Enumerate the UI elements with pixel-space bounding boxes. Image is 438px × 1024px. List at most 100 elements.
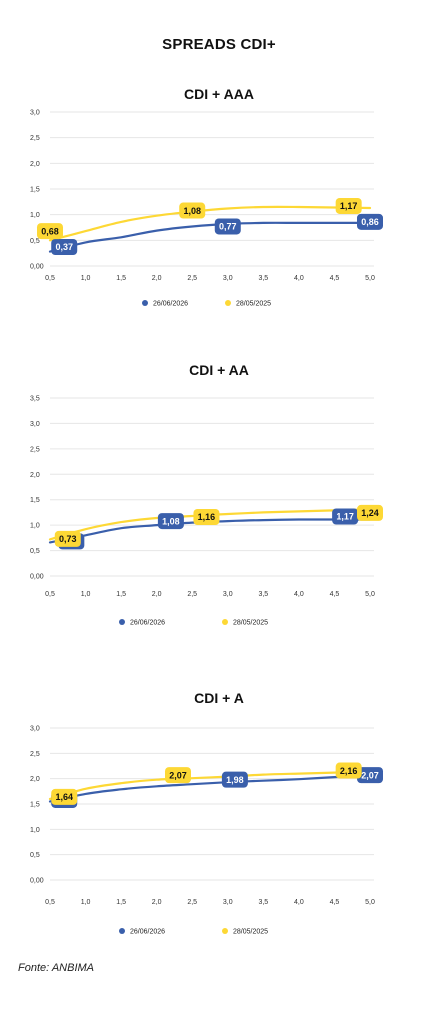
data-label-text: 0,37 xyxy=(55,242,73,252)
x-tick-label: 3,0 xyxy=(223,591,233,598)
legend-marker xyxy=(119,619,125,625)
data-label: 1,08 xyxy=(179,202,206,219)
chart-cdi-a: 0,00 0,5 1,0 1,5 2,0 2,5 3,0 0,5 1,0 1,5 2,0 2,5 3,0… xyxy=(30,726,383,936)
x-tick-label: 4,0 xyxy=(294,275,304,282)
data-label-box xyxy=(221,771,248,788)
series-line-blue xyxy=(48,774,372,803)
x-tick-label: 1,0 xyxy=(81,899,91,906)
data-label-box xyxy=(335,197,362,214)
y-tick-label: 3,0 xyxy=(30,110,40,117)
data-label-text: 2,16 xyxy=(340,766,358,776)
data-label: 0,68 xyxy=(37,223,63,240)
legend-label: 28/05/2025 xyxy=(236,301,271,308)
y-tick-label: 0,5 xyxy=(30,852,40,859)
data-label-text: 1,16 xyxy=(198,512,216,522)
y-tick-label: 0,00 xyxy=(30,878,44,885)
y-tick-label: 3,0 xyxy=(30,726,40,733)
legend-label: 28/05/2025 xyxy=(233,929,268,936)
legend-label: 26/06/2026 xyxy=(153,301,188,308)
data-label: 2,16 xyxy=(335,762,362,779)
x-tick-label: 2,0 xyxy=(152,591,162,598)
y-tick-label: 2,0 xyxy=(30,161,40,168)
data-label-box xyxy=(193,509,220,526)
x-tick-label: 4,0 xyxy=(294,591,304,598)
data-label: 0,73 xyxy=(54,530,81,547)
data-label-box xyxy=(179,202,206,219)
data-label-text: 1,98 xyxy=(226,775,244,785)
data-label-text: 0,73 xyxy=(59,534,77,544)
x-tick-label: 4,0 xyxy=(294,899,304,906)
data-label-box xyxy=(357,504,383,521)
x-tick-label: 4,5 xyxy=(330,899,340,906)
legend-marker xyxy=(225,300,231,306)
chart-cdi-aaa: 0,000,51,01,52,02,53,00,5 1,0 1,5 2,0 2,5 3,0… xyxy=(30,110,383,308)
data-label-text: 1,17 xyxy=(340,201,358,211)
x-tick-label: 3,5 xyxy=(258,591,268,598)
y-tick-label: 0,5 xyxy=(30,548,40,555)
data-label: 1,24 xyxy=(357,504,383,521)
x-tick-label: 4,5 xyxy=(330,275,340,282)
y-tick-label: 3,5 xyxy=(30,396,40,403)
x-tick-label: 3,0 xyxy=(223,899,233,906)
data-label-box xyxy=(51,788,78,805)
y-tick-label: 0,00 xyxy=(30,574,44,581)
series-line-yellow xyxy=(48,770,372,800)
data-label-box xyxy=(214,218,241,235)
data-label-box xyxy=(51,239,78,256)
data-label: 1,17 xyxy=(332,508,359,525)
y-tick-label: 1,5 xyxy=(30,802,40,809)
legend-marker xyxy=(119,928,125,934)
y-tick-label: 1,5 xyxy=(30,187,40,194)
x-tick-label: 1,5 xyxy=(116,899,126,906)
data-label-text: 2,07 xyxy=(169,770,187,780)
y-tick-label: 2,0 xyxy=(30,472,40,479)
x-tick-label: 0,5 xyxy=(45,591,55,598)
y-tick-label: 3,0 xyxy=(30,421,40,428)
page-title: SPREADS CDI+ xyxy=(162,36,276,53)
y-tick-label: 0,5 xyxy=(30,238,40,245)
data-label: 0,86 xyxy=(357,213,383,230)
data-label-box xyxy=(37,223,63,240)
data-label: 1,98 xyxy=(221,771,248,788)
data-label-box xyxy=(54,530,81,547)
x-tick-label: 3,5 xyxy=(258,275,268,282)
data-label-box xyxy=(332,508,359,525)
y-tick-label: 2,5 xyxy=(30,446,40,453)
x-tick-label: 1,5 xyxy=(116,591,126,598)
y-tick-label: 2,5 xyxy=(30,135,40,142)
data-label-box xyxy=(165,767,191,784)
legend-marker xyxy=(222,619,228,625)
chart-title-aa: CDI + AA xyxy=(189,362,249,378)
series-line-yellow xyxy=(48,205,372,242)
x-tick-label: 1,0 xyxy=(81,275,91,282)
legend-label: 26/06/2026 xyxy=(130,929,165,936)
y-tick-label: 2,0 xyxy=(30,776,40,783)
x-tick-label: 2,5 xyxy=(187,591,197,598)
data-label-box xyxy=(157,513,184,530)
data-label-box xyxy=(357,767,383,784)
data-label-text: 0,86 xyxy=(361,217,379,227)
data-label: 1,17 xyxy=(335,197,362,214)
y-tick-label: 1,5 xyxy=(30,497,40,504)
x-tick-label: 1,0 xyxy=(81,591,91,598)
legend-label: 28/05/2025 xyxy=(233,620,268,627)
data-label: 1,64 xyxy=(51,788,78,805)
data-label-text: 2,07 xyxy=(361,770,379,780)
data-label-text: 1,64 xyxy=(55,792,73,802)
data-label-text: 0,68 xyxy=(41,226,59,236)
data-label-box xyxy=(335,762,362,779)
x-tick-label: 1,5 xyxy=(116,275,126,282)
chart-cdi-aa: 0,00 0,5 1,0 1,5 2,0 2,5 3,0 3,5 0,5 1,0 1,5 2,0 2,5… xyxy=(30,396,383,627)
data-label-text: 1,24 xyxy=(361,508,379,518)
x-tick-label: 5,0 xyxy=(365,899,375,906)
x-tick-label: 2,0 xyxy=(152,275,162,282)
y-tick-label: 0,00 xyxy=(30,264,44,271)
data-label-text: 1,08 xyxy=(162,516,180,526)
y-tick-label: 1,0 xyxy=(30,523,40,530)
data-label-box xyxy=(357,213,383,230)
x-tick-label: 4,5 xyxy=(330,591,340,598)
x-tick-label: 3,0 xyxy=(223,275,233,282)
data-label-text: 1,08 xyxy=(183,206,201,216)
y-tick-label: 1,0 xyxy=(30,827,40,834)
legend-marker xyxy=(222,928,228,934)
